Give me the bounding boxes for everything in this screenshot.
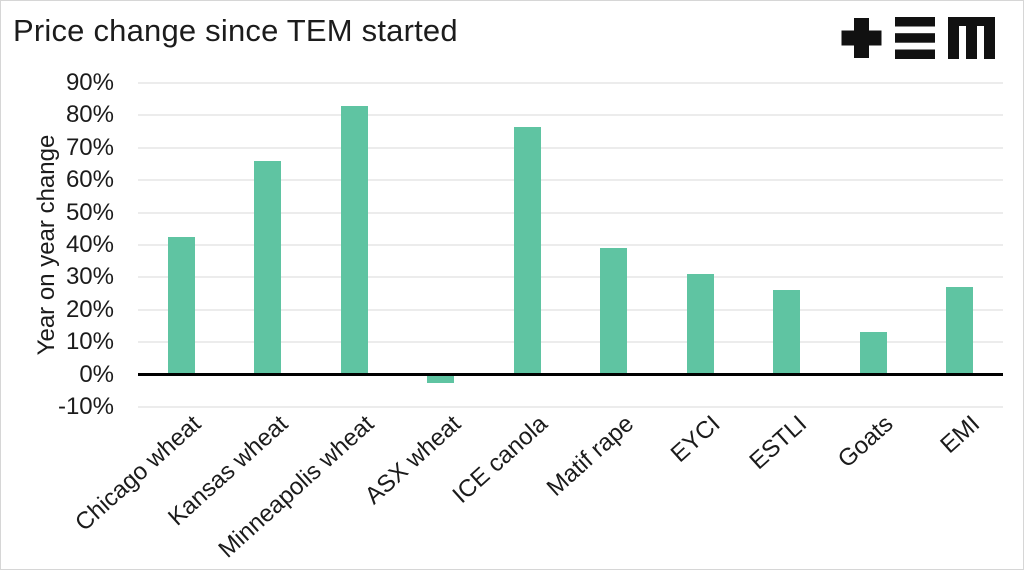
gridline bbox=[138, 341, 1003, 344]
bar bbox=[946, 287, 974, 375]
y-tick-label: -10% bbox=[57, 393, 114, 420]
bar bbox=[254, 160, 282, 375]
gridline bbox=[138, 211, 1003, 214]
x-category-label: EMI bbox=[935, 410, 986, 459]
gridline bbox=[138, 244, 1003, 246]
gridline bbox=[138, 114, 1003, 117]
bar bbox=[686, 274, 714, 375]
y-tick-label: 80% bbox=[65, 101, 114, 129]
x-category-label: Goats bbox=[832, 410, 899, 474]
gridline bbox=[138, 146, 1003, 149]
gridline bbox=[138, 179, 1003, 182]
zero-axis-line bbox=[138, 373, 1003, 377]
plot-area bbox=[138, 82, 1003, 408]
y-tick-label: 90% bbox=[65, 69, 114, 96]
y-tick-label: 10% bbox=[65, 328, 114, 356]
bar bbox=[859, 332, 887, 375]
y-tick-label: 30% bbox=[65, 263, 114, 291]
y-tick-label: 20% bbox=[65, 295, 114, 323]
gridline bbox=[138, 406, 1003, 408]
y-tick-label: 50% bbox=[65, 198, 114, 226]
tem-logo-icon bbox=[840, 17, 995, 64]
x-category-label: Minneapolis wheat bbox=[213, 410, 380, 564]
bar bbox=[600, 248, 628, 375]
y-tick-label: 40% bbox=[65, 231, 114, 258]
y-tick-label: 60% bbox=[65, 166, 114, 194]
bar bbox=[773, 290, 801, 375]
gridline bbox=[138, 276, 1003, 279]
x-category-label: ICE canola bbox=[447, 410, 553, 509]
x-category-label: ASX wheat bbox=[359, 410, 467, 510]
bar bbox=[167, 236, 195, 375]
y-tick-label: 70% bbox=[65, 133, 114, 161]
bar bbox=[513, 126, 541, 375]
y-tick-label: 0% bbox=[79, 360, 114, 388]
gridline bbox=[138, 308, 1003, 311]
gridline bbox=[138, 82, 1003, 84]
x-category-label: EYCI bbox=[665, 410, 726, 468]
bar bbox=[340, 105, 368, 375]
chart-title: Price change since TEM started bbox=[13, 13, 458, 48]
x-category-label: ESTLI bbox=[744, 410, 813, 475]
bar bbox=[427, 374, 455, 383]
x-category-label: Matif rape bbox=[541, 410, 640, 502]
